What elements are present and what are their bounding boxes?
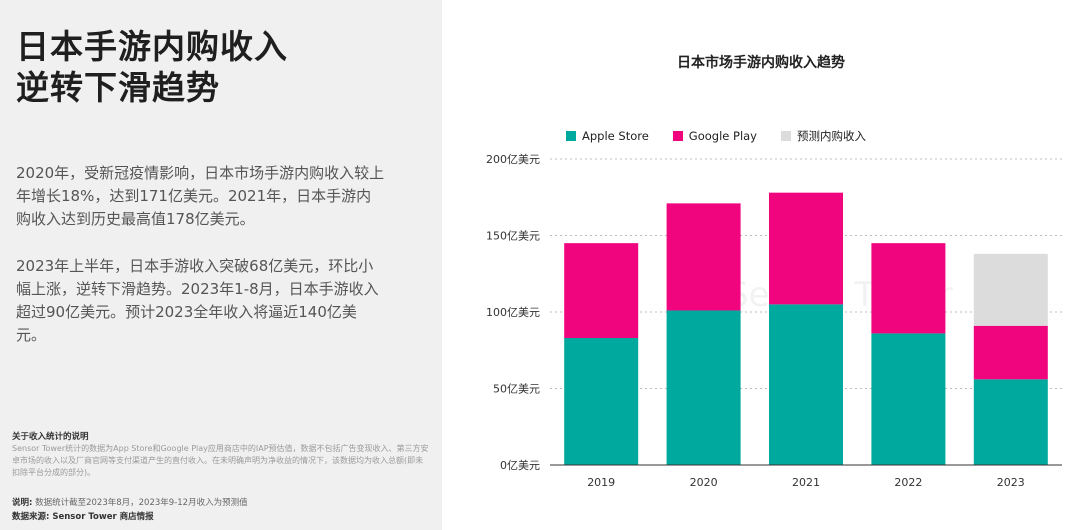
chart-title: 日本市场手游内购收入趋势 [677, 55, 845, 71]
bar-segment [973, 325, 1048, 380]
bar-segment [871, 243, 946, 334]
headline-line-1: 日本手游内购收入 [16, 27, 288, 66]
x-tick-label: 2023 [997, 476, 1025, 489]
legend-item-forecast: 预测内购收入 [781, 128, 866, 144]
left-panel: 日本手游内购收入 逆转下滑趋势 2020年，受新冠疫情影响，日本市场手游内购收入… [0, 0, 442, 530]
y-tick-label: 50亿美元 [493, 383, 540, 396]
bar-segment [666, 203, 741, 311]
legend-swatch-forecast [781, 131, 791, 141]
paragraph-1: 2020年，受新冠疫情影响，日本市场手游内购收入较上年增长18%，达到171亿美… [16, 164, 385, 228]
legend-item-apple: Apple Store [566, 128, 649, 144]
x-tick-label: 2022 [894, 476, 922, 489]
legend-item-google: Google Play [672, 128, 757, 144]
y-tick-label: 0亿美元 [500, 459, 540, 472]
headline: 日本手游内购收入 逆转下滑趋势 [16, 26, 426, 108]
legend-label-forecast: 预测内购收入 [797, 129, 866, 143]
note-title: 关于收入统计的说明 [12, 432, 89, 442]
y-tick-label: 150亿美元 [486, 230, 540, 243]
legend-label-google: Google Play [688, 129, 757, 143]
bar-segment [973, 379, 1048, 465]
legend-swatch-google [672, 131, 683, 141]
bar-segment [666, 310, 741, 465]
note-explain-label: 说明: [12, 498, 33, 508]
bar-segment [871, 333, 946, 465]
note-body: Sensor Tower统计的数据为App Store和Google Play应… [12, 444, 429, 477]
bar-segment [564, 243, 639, 339]
note-explain-text: 数据统计截至2023年8月，2023年9-12月收入为预测值 [35, 498, 248, 508]
bar-segment [769, 192, 843, 305]
legend-swatch-apple [566, 131, 576, 141]
chart-legend: Apple Store Google Play 预测内购收入 [566, 128, 866, 144]
data-source: 数据来源: Sensor Tower 商店情报 [12, 512, 154, 522]
x-tick-label: 2019 [587, 476, 615, 489]
y-tick-label: 200亿美元 [486, 153, 540, 166]
y-tick-label: 100亿美元 [486, 306, 540, 319]
x-tick-label: 2020 [690, 476, 718, 489]
legend-label-apple: Apple Store [582, 129, 649, 143]
bar-segment [769, 304, 843, 465]
headline-line-2: 逆转下滑趋势 [16, 68, 220, 107]
bar-segment [973, 253, 1048, 326]
paragraph-2: 2023年上半年，日本手游收入突破68亿美元，环比小幅上涨，逆转下滑趋势。202… [16, 257, 379, 344]
note-explain: 说明: 数据统计截至2023年8月，2023年9-12月收入为预测值 [12, 496, 248, 508]
bar-segment [564, 338, 639, 465]
x-tick-label: 2021 [792, 476, 820, 489]
